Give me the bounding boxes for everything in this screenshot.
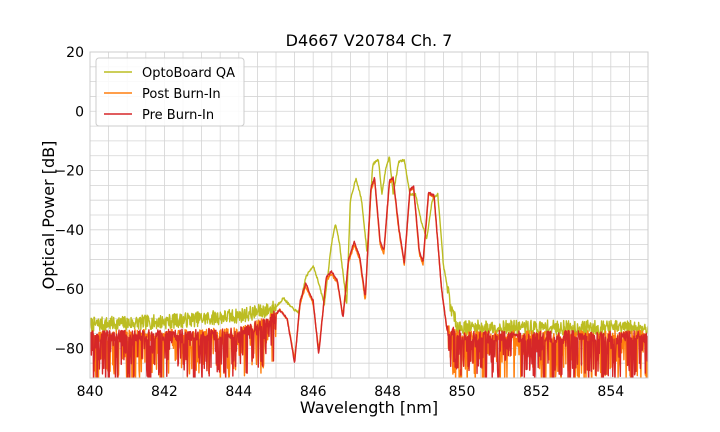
y-tick-label: −40 bbox=[54, 223, 84, 239]
x-tick-label: 846 bbox=[300, 384, 327, 400]
x-tick-label: 854 bbox=[597, 384, 624, 400]
x-axis-label: Wavelength [nm] bbox=[300, 398, 438, 417]
y-tick-label: 0 bbox=[75, 104, 84, 120]
legend-box bbox=[95, 57, 245, 127]
x-tick-labels: 840 842 844 846 848 850 852 854 bbox=[77, 384, 625, 400]
y-tick-label: −20 bbox=[54, 164, 84, 180]
y-tick-label: −60 bbox=[54, 282, 84, 298]
y-axis-label: Optical Power [dB] bbox=[39, 141, 58, 290]
legend-label: OptoBoard QA bbox=[142, 66, 235, 81]
x-tick-label: 850 bbox=[449, 384, 476, 400]
plot-border bbox=[89, 51, 649, 379]
y-tick-label: −80 bbox=[54, 341, 84, 357]
series-line-pre-burn-in bbox=[90, 176, 648, 378]
series-lines bbox=[90, 156, 648, 378]
x-tick-label: 844 bbox=[225, 384, 252, 400]
x-tick-label: 842 bbox=[151, 384, 178, 400]
x-tick-label: 848 bbox=[374, 384, 401, 400]
legend: OptoBoard QA Post Burn-In Pre Burn-In bbox=[95, 57, 245, 127]
chart-title: D4667 V20784 Ch. 7 bbox=[286, 31, 453, 50]
x-tick-label: 852 bbox=[523, 384, 550, 400]
legend-label: Pre Burn-In bbox=[142, 108, 214, 123]
y-tick-label: 20 bbox=[66, 45, 84, 61]
y-tick-labels: 20 0 −20 −40 −60 −80 bbox=[54, 45, 84, 357]
legend-label: Post Burn-In bbox=[142, 87, 221, 102]
x-tick-label: 840 bbox=[77, 384, 104, 400]
